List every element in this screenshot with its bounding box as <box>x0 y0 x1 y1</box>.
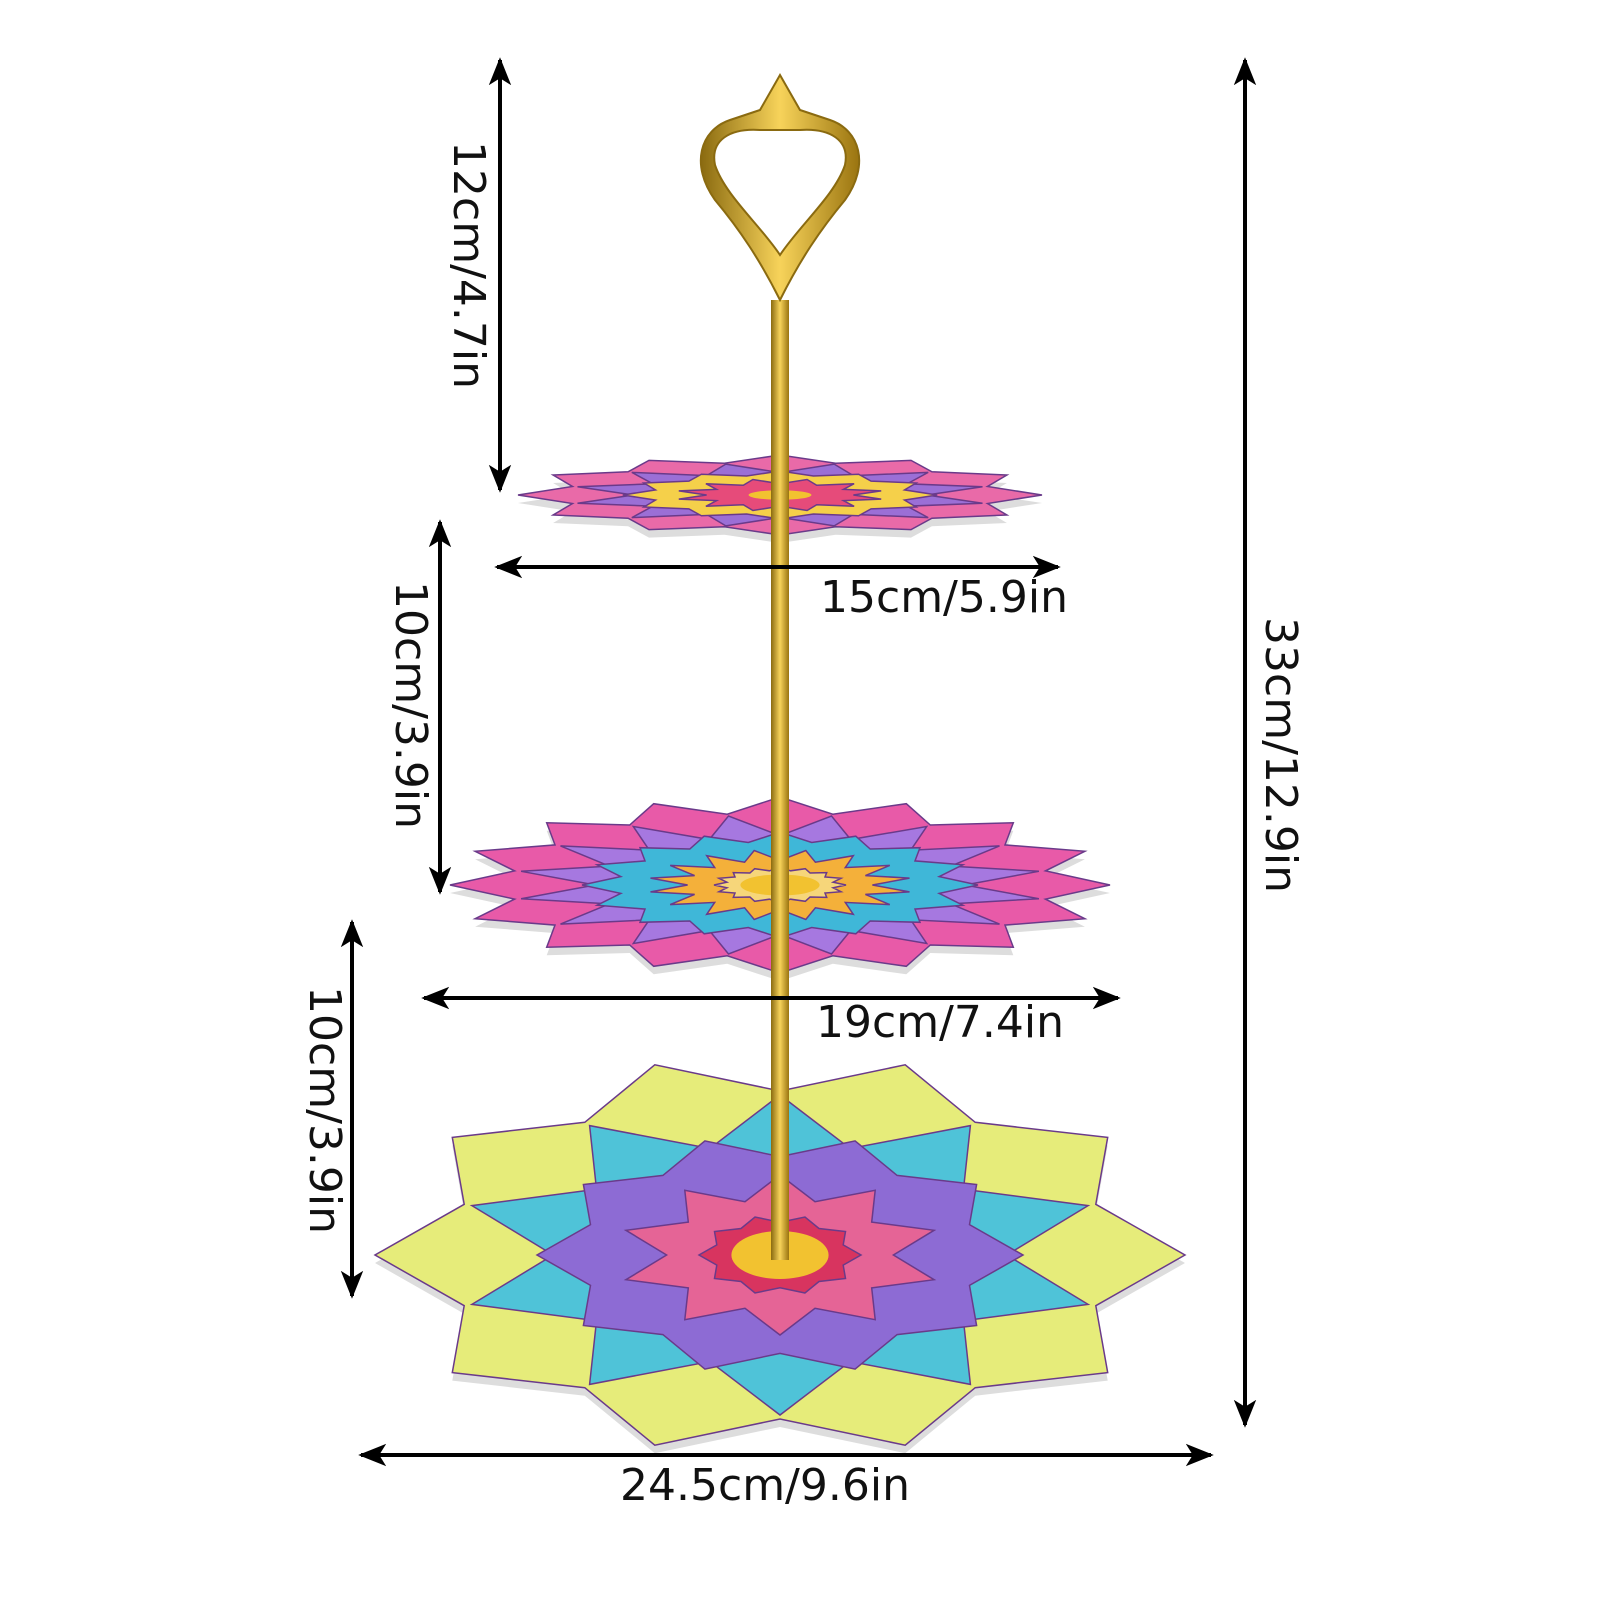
dimension-label: 10cm/3.9in <box>299 986 350 1234</box>
dimension-label: 15cm/5.9in <box>820 572 1068 623</box>
dimension-label: 33cm/12.9in <box>1255 617 1306 893</box>
stand-handle <box>699 72 861 303</box>
stand-pole <box>771 300 789 1260</box>
dimension-label: 19cm/7.4in <box>816 997 1064 1048</box>
dimension-label: 12cm/4.7in <box>443 141 494 389</box>
dimension-label: 10cm/3.9in <box>385 581 436 829</box>
dimension-label: 24.5cm/9.6in <box>620 1460 910 1511</box>
